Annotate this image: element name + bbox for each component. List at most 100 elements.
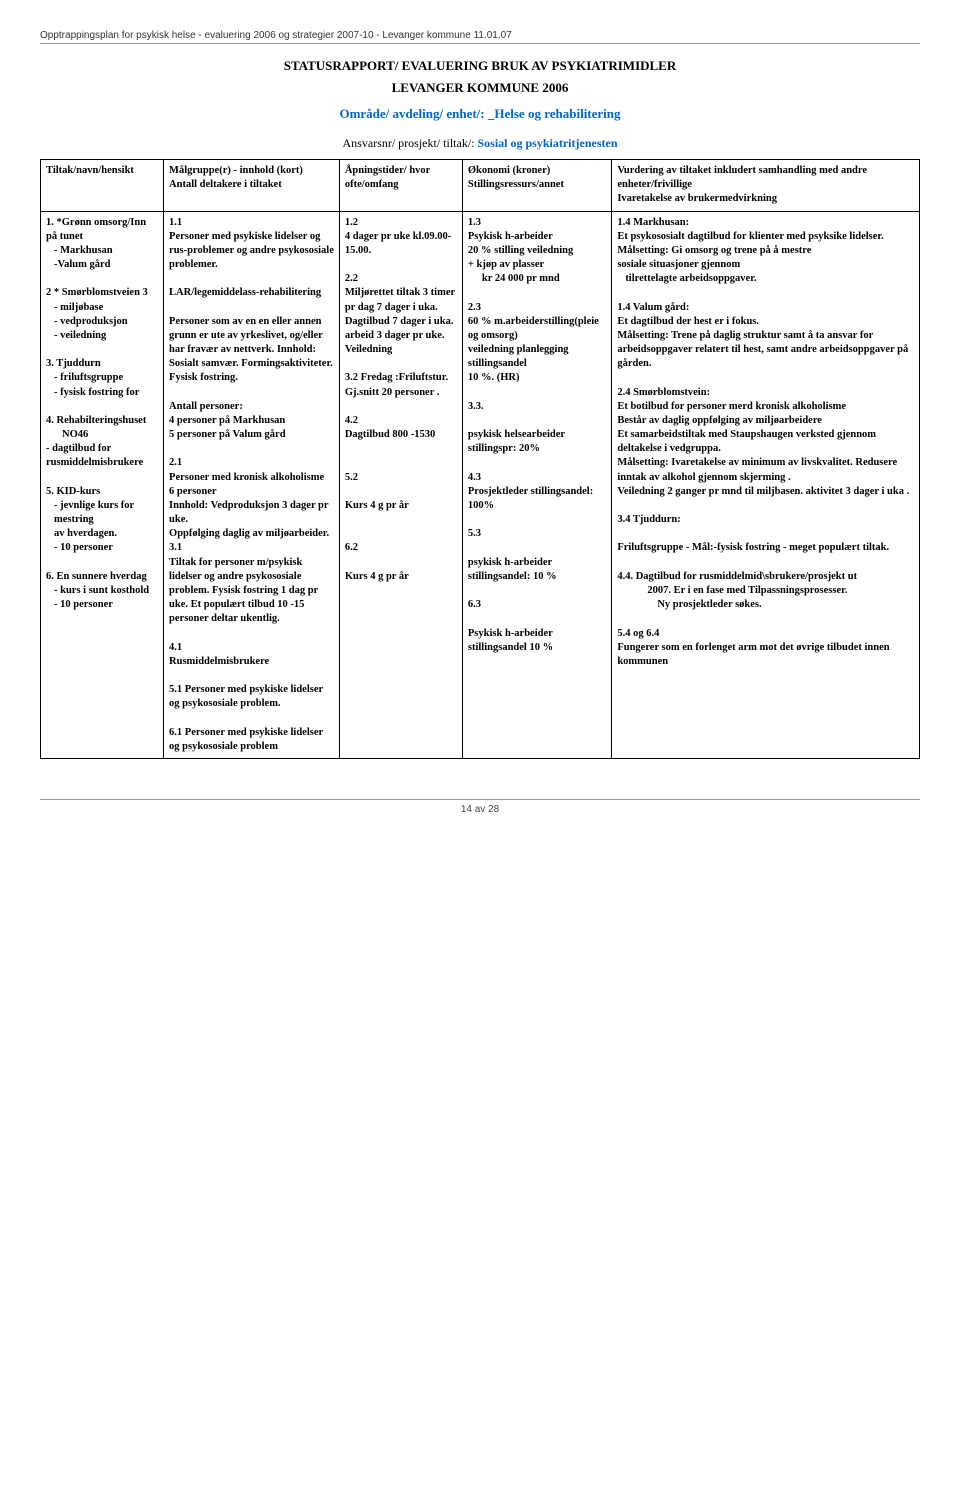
c1-p1c: -Valum gård <box>46 258 111 272</box>
c1-p3a: 3. Tjuddurn <box>46 358 101 369</box>
c1-p4b: NO46 <box>46 428 88 442</box>
c5-p54a: Fungerer som en forlenget arm mot det øv… <box>617 642 889 667</box>
c4-p53: 5.3 <box>468 528 481 539</box>
th-aapningstider: Åpningstider/ hvor ofte/omfang <box>339 160 462 212</box>
c1-p2a: 2 * Smørblomstveien 3 <box>46 287 148 298</box>
c4-p33: 3.3. <box>468 401 484 412</box>
c1-p2b: - miljøbase <box>46 301 103 315</box>
c5-p24e: Veiledning 2 ganger pr mnd til miljbasen… <box>617 486 909 497</box>
c2-p21: 2.1 <box>169 457 182 468</box>
c1-p1a: 1. *Grønn omsorg/Inn på tunet <box>46 217 146 242</box>
c1-p5d: - 10 personer <box>46 541 113 555</box>
c5-p44a: 2007. Er i en fase med Tilpassningsprose… <box>617 585 847 596</box>
c4-p43a: Prosjektleder stillingsandel: 100% <box>468 486 593 511</box>
c2-p51: 5.1 Personer med psykiske lidelser og ps… <box>169 684 323 709</box>
c2-p41a: Rusmiddelmisbrukere <box>169 656 269 667</box>
c4-p43: 4.3 <box>468 472 481 483</box>
c4-p13c: + kjøp av plasser <box>468 259 544 270</box>
c5-p24a: Et botilbud for personer merd kronisk al… <box>617 401 846 412</box>
c5-p14g: Målsetting: Trene på daglig struktur sam… <box>617 330 908 369</box>
c1-p6a: 6. En sunnere hverdag <box>46 571 147 582</box>
cell-aapningstider: 1.2 4 dager pr uke kl.09.00-15.00. 2.2 M… <box>339 211 462 759</box>
c3-p32: 3.2 Fredag :Friluftstur. <box>345 372 448 383</box>
c5-p14a: Et psykososialt dagtilbud for klienter m… <box>617 231 883 242</box>
report-title-line2: LEVANGER KOMMUNE 2006 <box>40 80 920 96</box>
c3-p22b: Dagtilbud 7 dager i uka. arbeid 3 dager … <box>345 316 454 341</box>
c1-p3b: - friluftsgruppe <box>46 371 123 385</box>
th-tiltak: Tiltak/navn/hensikt <box>41 160 164 212</box>
c1-p5c: av hverdagen. <box>46 527 117 541</box>
c2-p21d: Oppfølging daglig av miljøarbeider. <box>169 528 329 539</box>
cell-tiltak: 1. *Grønn omsorg/Inn på tunet - Markhusa… <box>41 211 164 759</box>
table-row: 1. *Grønn omsorg/Inn på tunet - Markhusa… <box>41 211 920 759</box>
c5-p34a: Friluftsgruppe - Mål:-fysisk fostring - … <box>617 542 889 553</box>
c4-p23c: 10 %. (HR) <box>468 372 520 383</box>
cell-vurdering: 1.4 Markhusan: Et psykososialt dagtilbud… <box>612 211 920 759</box>
c1-p2c: - vedproduksjon <box>46 315 128 329</box>
table-header-row: Tiltak/navn/hensikt Målgruppe(r) - innho… <box>41 160 920 212</box>
c4-p13b: 20 % stilling veiledning <box>468 245 573 256</box>
c3-p22: 2.2 <box>345 273 358 284</box>
c4-p33a: psykisk helsearbeider stillingspr: 20% <box>468 429 565 454</box>
c4-p63a: Psykisk h-arbeider stillingsandel 10 % <box>468 628 553 653</box>
c1-p2d: - veiledning <box>46 329 106 343</box>
c3-p32a: Gj.snitt 20 personer . <box>345 387 440 398</box>
c3-p62: 6.2 <box>345 542 358 553</box>
c5-p44: 4.4. Dagtilbud for rusmiddelmid\sbrukere… <box>617 571 857 582</box>
c2-p11d: Antall personer: <box>169 401 243 412</box>
responsibility-line: Ansvarsnr/ prosjekt/ tiltak/: Sosial og … <box>40 136 920 151</box>
c5-p34: 3.4 Tjuddurn: <box>617 514 680 525</box>
c4-p13a: Psykisk h-arbeider <box>468 231 553 242</box>
c2-p41: 4.1 <box>169 642 182 653</box>
c1-p6b: - kurs i sunt kosthold <box>46 584 149 598</box>
c3-p42a: Dagtilbud 800 -1530 <box>345 429 435 440</box>
c2-p11a: Personer med psykiske lidelser og rus-pr… <box>169 231 334 270</box>
c1-p3c: - fysisk fostring for <box>46 386 139 400</box>
cell-okonomi: 1.3 Psykisk h-arbeider 20 % stilling vei… <box>462 211 611 759</box>
c2-p21c: Innhold: Vedproduksjon 3 dager pr uke. <box>169 500 328 525</box>
cell-maalgruppe: 1.1 Personer med psykiske lidelser og ru… <box>164 211 340 759</box>
c3-p52: 5.2 <box>345 472 358 483</box>
c5-p24: 2.4 Smørblomstvein: <box>617 387 710 398</box>
c5-p14c: sosiale situasjoner gjennom <box>617 259 740 270</box>
c5-p24d: Målsetting: Ivaretakelse av minimum av l… <box>617 457 897 482</box>
resp-label: Ansvarsnr/ prosjekt/ tiltak/: <box>343 136 478 150</box>
th-okonomi: Økonomi (kroner) Stillingsressurs/annet <box>462 160 611 212</box>
c5-p14d: tilrettelagte arbeidsoppgaver. <box>617 272 756 286</box>
c2-p21a: Personer med kronisk alkoholisme <box>169 472 324 483</box>
c1-p1b: - Markhusan <box>46 244 113 258</box>
c4-p23: 2.3 <box>468 302 481 313</box>
c5-p24c: Et samarbeidstiltak med Staupshaugen ver… <box>617 429 876 454</box>
c5-p14e: 1.4 Valum gård: <box>617 302 689 313</box>
c3-p12a: 4 dager pr uke kl.09.00-15.00. <box>345 231 451 256</box>
c3-p22c: Veiledning <box>345 344 392 355</box>
c3-p42: 4.2 <box>345 415 358 426</box>
c1-p4a: 4. Rehabilteringshuset <box>46 415 146 426</box>
c2-p21b: 6 personer <box>169 486 217 497</box>
c2-p11b: LAR/legemiddelass-rehabilitering <box>169 287 321 298</box>
page-footer: 14 av 28 <box>40 799 920 815</box>
report-subtitle: Område/ avdeling/ enhet/: _Helse og reha… <box>40 106 920 122</box>
c2-p31: 3.1 <box>169 542 182 553</box>
c5-p44b: Ny prosjektleder søkes. <box>617 599 761 610</box>
th-vurdering: Vurdering av tiltaket inkludert samhandl… <box>612 160 920 212</box>
c2-p61: 6.1 Personer med psykiske lidelser og ps… <box>169 727 323 752</box>
c4-p13d: kr 24 000 pr mnd <box>468 272 560 286</box>
c4-p23b: veiledning planlegging stillingsandel <box>468 344 569 369</box>
c3-p62a: Kurs 4 g pr år <box>345 571 409 582</box>
c2-p11: 1.1 <box>169 217 182 228</box>
page-header: Opptrappingsplan for psykisk helse - eva… <box>40 30 920 44</box>
c2-p11f: 5 personer på Valum gård <box>169 429 286 440</box>
c1-p6c: - 10 personer <box>46 598 113 612</box>
c4-p53a: psykisk h-arbeider stillingsandel: 10 % <box>468 557 557 582</box>
c3-p12: 1.2 <box>345 217 358 228</box>
th-maalgruppe: Målgruppe(r) - innhold (kort) Antall del… <box>164 160 340 212</box>
resp-value: Sosial og psykiatritjenesten <box>477 136 617 150</box>
report-title-line1: STATUSRAPPORT/ EVALUERING BRUK AV PSYKIA… <box>40 58 920 74</box>
c5-p14f: Et dagtilbud der hest er i fokus. <box>617 316 759 327</box>
c5-p54: 5.4 og 6.4 <box>617 628 659 639</box>
c3-p52a: Kurs 4 g pr år <box>345 500 409 511</box>
c1-p4c: - dagtilbud for rusmiddelmisbrukere <box>46 443 143 468</box>
c1-p5a: 5. KID-kurs <box>46 486 100 497</box>
c1-p5b: - jevnlige kurs for mestring <box>46 499 158 527</box>
